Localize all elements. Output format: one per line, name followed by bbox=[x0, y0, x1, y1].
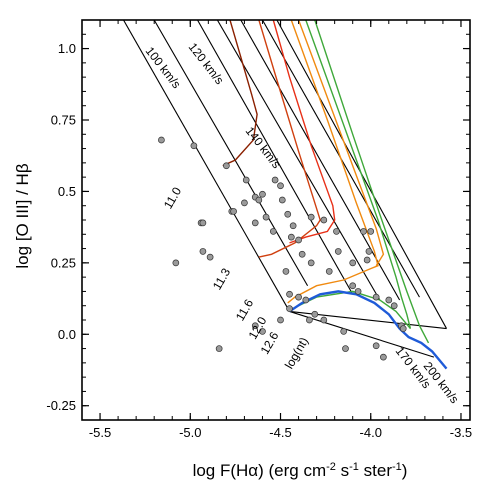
data-point bbox=[277, 182, 284, 190]
data-point bbox=[269, 228, 277, 235]
data-point bbox=[311, 310, 319, 318]
x-tick-label: -5.0 bbox=[179, 425, 201, 440]
data-point bbox=[271, 176, 279, 184]
data-point bbox=[158, 136, 165, 144]
data-point bbox=[390, 302, 398, 310]
model-annotation: 120 km/s bbox=[186, 40, 227, 87]
model-curve bbox=[288, 290, 448, 370]
data-point bbox=[367, 228, 375, 235]
model-annotation: log(nt) bbox=[282, 335, 311, 371]
model-annotation: 11.3 bbox=[210, 265, 234, 292]
model-curve bbox=[297, 20, 385, 267]
data-point bbox=[363, 256, 371, 264]
model-grid-line bbox=[123, 20, 291, 312]
data-point bbox=[199, 248, 207, 255]
data-point bbox=[360, 228, 367, 235]
data-point bbox=[251, 322, 259, 330]
y-tick-label: -0.25 bbox=[46, 398, 76, 413]
y-tick-label: 0.5 bbox=[58, 184, 76, 199]
model-curve bbox=[258, 20, 321, 258]
data-point bbox=[295, 293, 302, 301]
data-point bbox=[399, 325, 407, 332]
data-point bbox=[277, 316, 284, 324]
data-point bbox=[199, 219, 207, 227]
data-point bbox=[302, 296, 310, 304]
y-tick-label: 0.75 bbox=[51, 113, 76, 128]
plot-area bbox=[123, 20, 448, 370]
y-tick-label: 0.25 bbox=[51, 255, 76, 270]
model-curve bbox=[222, 20, 258, 167]
data-point bbox=[325, 268, 333, 275]
data-point bbox=[259, 190, 266, 198]
data-point bbox=[340, 328, 348, 335]
x-tick-label: -4.0 bbox=[360, 425, 382, 440]
data-point bbox=[372, 293, 380, 301]
data-point bbox=[342, 345, 349, 352]
y-tick-label: 1.0 bbox=[58, 41, 76, 56]
data-point bbox=[287, 233, 295, 241]
data-point bbox=[333, 228, 340, 235]
model-curve bbox=[287, 20, 379, 304]
data-point bbox=[380, 353, 387, 361]
data-point bbox=[223, 162, 230, 170]
model-curve bbox=[314, 20, 430, 344]
data-point bbox=[284, 210, 292, 218]
model-grid-line bbox=[240, 20, 401, 301]
data-point bbox=[230, 208, 237, 215]
y-axis-label: log [O III] / Hβ bbox=[13, 163, 32, 268]
data-point bbox=[307, 213, 315, 221]
data-point bbox=[241, 199, 248, 207]
data-point bbox=[349, 259, 357, 267]
axes: -5.5 -5.0 -4.5 -4.0 -3.5 -0.25 0.0 0.25 0.5 0.75 1… bbox=[46, 19, 472, 440]
data-point bbox=[320, 316, 328, 324]
data-point bbox=[320, 216, 328, 224]
data-point bbox=[385, 296, 393, 304]
data-point bbox=[298, 250, 306, 258]
y-tick-label: 0.0 bbox=[58, 327, 76, 342]
model-grid-line bbox=[289, 310, 435, 358]
data-point bbox=[172, 259, 180, 267]
data-point bbox=[251, 219, 259, 227]
data-point bbox=[306, 316, 313, 324]
model-annotation: 100 km/s bbox=[143, 44, 184, 91]
model-annotation: 140 km/s bbox=[243, 124, 284, 171]
data-point bbox=[372, 342, 380, 350]
x-tick-label: -3.5 bbox=[450, 425, 472, 440]
data-point bbox=[354, 288, 362, 295]
model-annotation: 11.6 bbox=[233, 296, 257, 323]
x-tick-label: -5.5 bbox=[89, 425, 111, 440]
model-grid-line bbox=[197, 20, 354, 295]
data-point bbox=[307, 259, 315, 267]
data-point bbox=[286, 305, 293, 312]
model-grid-line bbox=[216, 20, 381, 301]
data-point bbox=[262, 213, 270, 221]
data-point bbox=[190, 142, 198, 150]
model-annotation: 11.0 bbox=[161, 184, 185, 211]
model-curve bbox=[272, 20, 336, 244]
data-point bbox=[278, 196, 286, 204]
data-point bbox=[365, 248, 373, 255]
data-point bbox=[286, 290, 293, 298]
data-point bbox=[215, 345, 223, 352]
data-point bbox=[289, 222, 297, 230]
data-point bbox=[295, 236, 302, 244]
data-point bbox=[334, 248, 342, 255]
data-point bbox=[206, 253, 214, 261]
data-point bbox=[349, 282, 357, 290]
x-tick-label: -4.5 bbox=[269, 425, 291, 440]
data-point bbox=[242, 176, 250, 184]
data-point bbox=[259, 328, 266, 335]
x-axis-label: log F(Hα) (erg cm-2 s-1 ster-1) bbox=[193, 461, 408, 480]
data-point bbox=[255, 196, 263, 204]
data-point bbox=[282, 268, 290, 275]
model-grid-line bbox=[153, 20, 309, 286]
